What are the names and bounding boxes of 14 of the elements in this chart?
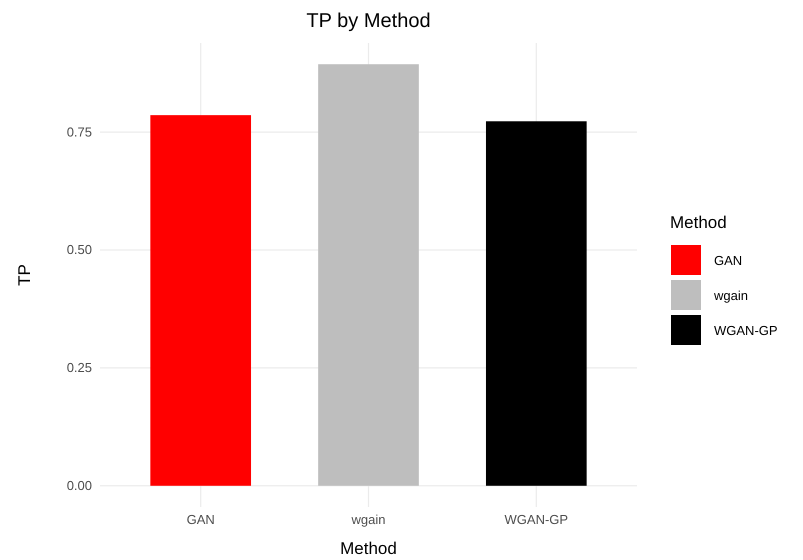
y-tick-label: 0.00 [66,478,92,493]
y-axis-title: TP [15,264,34,286]
x-tick-label: GAN [186,512,215,528]
legend-label: GAN [714,253,742,268]
x-tick-label: wgain [350,512,386,528]
chart-title: TP by Method [306,10,431,32]
y-tick-label: 0.75 [66,124,92,140]
legend-label: wgain [713,288,748,303]
x-tick-label: WGAN-GP [504,512,568,528]
legend-title: Method [670,213,727,232]
x-axis-title: Method [340,539,397,558]
legend-label: WGAN-GP [714,323,778,338]
y-tick-label: 0.25 [66,360,92,376]
y-tick-label: 0.50 [66,242,92,258]
